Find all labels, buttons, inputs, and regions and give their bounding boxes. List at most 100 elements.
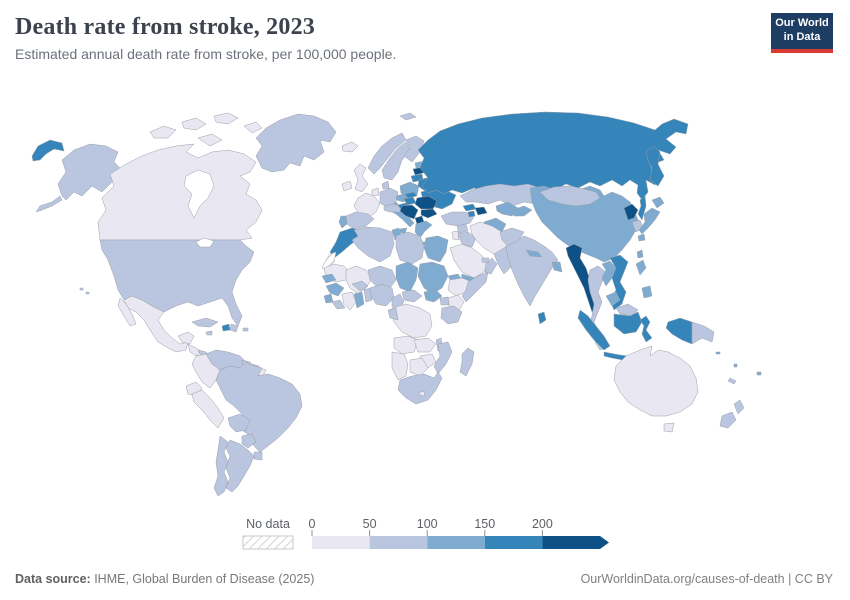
country-nigeria[interactable] — [369, 283, 395, 307]
country-australia[interactable] — [613, 345, 699, 417]
country-ghana[interactable] — [353, 291, 365, 309]
country-ivory-coast[interactable] — [341, 291, 357, 311]
country-cuba[interactable] — [191, 317, 219, 328]
country-brazil[interactable] — [215, 361, 303, 453]
country-finland[interactable] — [403, 135, 425, 163]
country-india[interactable] — [505, 235, 559, 307]
country-chile[interactable] — [213, 435, 229, 497]
country-denmark[interactable] — [381, 180, 390, 190]
country-paraguay[interactable] — [241, 433, 257, 449]
country-bulgaria[interactable] — [420, 208, 438, 219]
country-portugal[interactable] — [338, 215, 348, 229]
country-senegal[interactable] — [321, 273, 337, 284]
country-indonesia-kalimantan[interactable] — [613, 311, 643, 335]
country-congo-gabon[interactable] — [387, 307, 399, 321]
country-indonesia-sulawesi[interactable] — [639, 315, 653, 343]
country-spain[interactable] — [345, 211, 375, 230]
country-usa-hawaii[interactable] — [79, 287, 90, 295]
country-dominican-republic[interactable] — [229, 323, 239, 333]
country-peru[interactable] — [191, 389, 225, 429]
country-dr-congo[interactable] — [391, 303, 433, 339]
country-italy-sicily[interactable] — [399, 227, 408, 234]
country-taiwan[interactable] — [636, 249, 644, 259]
country-haiti[interactable] — [221, 323, 231, 332]
country-new-zealand-north[interactable] — [733, 399, 745, 415]
country-iceland[interactable] — [341, 141, 359, 153]
country-new-caledonia[interactable] — [727, 377, 737, 385]
country-uganda[interactable] — [439, 296, 450, 306]
country-jamaica[interactable] — [205, 330, 213, 336]
country-svalbard[interactable] — [399, 112, 417, 121]
country-madagascar[interactable] — [459, 347, 475, 377]
country-south-africa[interactable] — [397, 371, 443, 405]
country-puerto-rico[interactable] — [242, 327, 249, 332]
country-egypt[interactable] — [423, 235, 449, 263]
country-jordan-israel[interactable] — [451, 230, 460, 241]
country-netherlands[interactable] — [371, 187, 380, 197]
country-malaysia-borneo[interactable] — [615, 303, 639, 317]
country-bolivia[interactable] — [227, 413, 251, 433]
country-laos[interactable] — [601, 260, 617, 287]
country-mexico-yucatan[interactable] — [177, 331, 195, 345]
country-usa[interactable] — [99, 239, 255, 327]
owid-logo[interactable]: Our World in Data — [771, 13, 833, 53]
country-greece[interactable] — [414, 220, 433, 239]
country-usa-aleutians[interactable] — [35, 195, 63, 213]
country-iraq[interactable] — [457, 231, 477, 248]
country-australia-tasmania[interactable] — [663, 422, 675, 433]
country-serbia-bosnia[interactable] — [399, 204, 419, 220]
country-russia-sakhalin[interactable] — [637, 195, 647, 221]
country-guinea[interactable] — [325, 282, 345, 297]
country-fiji[interactable] — [756, 371, 762, 376]
legend-bin-0-50[interactable] — [312, 536, 370, 549]
country-philippines-mindanao[interactable] — [641, 285, 653, 299]
country-north-korea[interactable] — [623, 203, 639, 221]
country-syria[interactable] — [456, 223, 469, 234]
country-philippines-luzon[interactable] — [635, 259, 647, 276]
country-argentina[interactable] — [225, 439, 255, 493]
country-japan-hokkaido[interactable] — [651, 196, 665, 209]
country-sudan[interactable] — [417, 261, 449, 295]
footer-license-link[interactable]: OurWorldinData.org/causes-of-death | CC … — [580, 572, 833, 586]
country-liberia[interactable] — [331, 299, 346, 310]
country-canada-arctic-4[interactable] — [243, 121, 263, 134]
country-austria[interactable] — [383, 203, 403, 213]
country-central-african-republic[interactable] — [401, 289, 423, 303]
country-namibia[interactable] — [391, 351, 409, 381]
country-canada[interactable] — [97, 143, 263, 241]
country-botswana[interactable] — [409, 357, 429, 377]
country-uruguay[interactable] — [253, 451, 263, 461]
country-niger[interactable] — [367, 265, 397, 289]
country-canada-arctic-3[interactable] — [213, 112, 239, 125]
country-benin-togo[interactable] — [363, 287, 373, 303]
country-indonesia-papua[interactable] — [665, 317, 693, 345]
country-georgia[interactable] — [462, 203, 477, 212]
country-nepal[interactable] — [525, 249, 543, 258]
country-colombia[interactable] — [191, 353, 221, 389]
country-uae[interactable] — [481, 257, 490, 264]
country-papua-new-guinea[interactable] — [691, 321, 715, 345]
country-indonesia-sumatra[interactable] — [577, 309, 611, 351]
country-china[interactable] — [529, 185, 639, 263]
country-russia-chukotka[interactable] — [31, 139, 65, 162]
country-burkina-faso[interactable] — [351, 280, 369, 292]
country-solomon-islands[interactable] — [715, 351, 721, 355]
legend-bin-100-150[interactable] — [427, 536, 485, 549]
country-mexico-baja[interactable] — [117, 297, 137, 327]
country-vanuatu[interactable] — [733, 363, 738, 368]
country-sri-lanka[interactable] — [537, 311, 547, 325]
country-turkey[interactable] — [440, 211, 476, 227]
country-greenland[interactable] — [255, 113, 337, 173]
country-japan-honshu[interactable] — [638, 207, 661, 235]
legend-bin-200-plus[interactable] — [542, 536, 600, 549]
country-france[interactable] — [353, 192, 381, 219]
country-sierra-leone[interactable] — [323, 293, 334, 304]
country-somalia[interactable] — [461, 271, 489, 303]
country-algeria[interactable] — [351, 226, 395, 263]
country-guatemala[interactable] — [187, 343, 203, 357]
country-kyrgyzstan-tajikistan[interactable] — [511, 205, 533, 217]
country-cambodia[interactable] — [605, 291, 621, 307]
country-azerbaijan[interactable] — [474, 206, 488, 216]
country-bangladesh[interactable] — [551, 261, 563, 273]
country-canada-arctic-2[interactable] — [181, 117, 207, 131]
